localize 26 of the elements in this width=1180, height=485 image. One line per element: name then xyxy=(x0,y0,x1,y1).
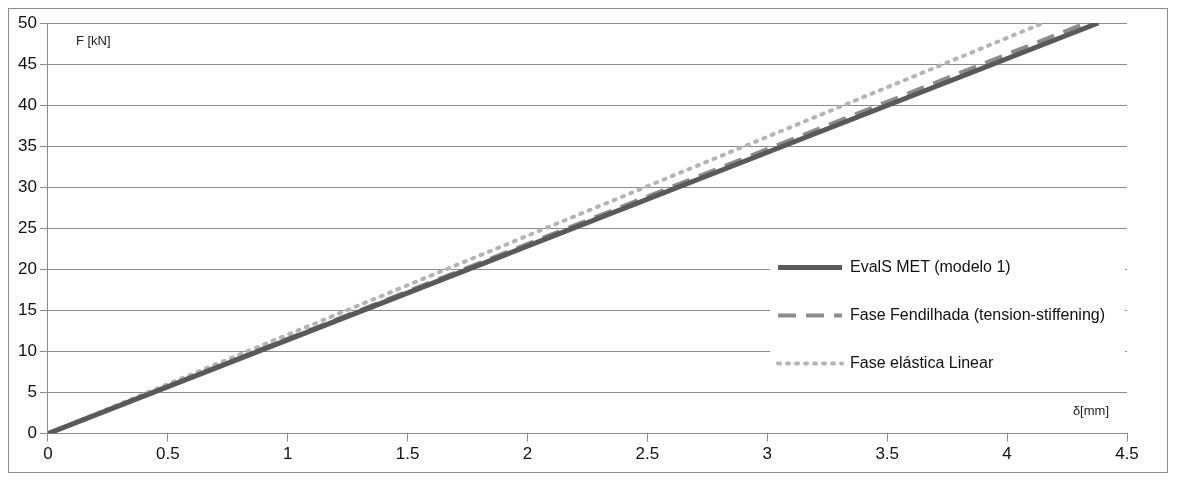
x-tick-label: 1.5 xyxy=(395,444,420,464)
legend-label: EvalS MET (modelo 1) xyxy=(850,258,1011,276)
y-tick-label: 45 xyxy=(17,53,37,73)
y-tick-label: 0 xyxy=(27,423,37,443)
x-tick-label: 0.5 xyxy=(155,444,180,464)
x-tick-label: 4 xyxy=(1002,444,1012,464)
legend-label: Fase Fendilhada (tension-stiffening) xyxy=(850,306,1106,324)
y-axis-title: F [kN] xyxy=(75,32,111,48)
y-tick-label: 25 xyxy=(17,217,37,237)
x-tick-label: 2 xyxy=(522,444,533,464)
x-axis-title: δ[mm] xyxy=(1072,403,1109,419)
legend-label: Fase elástica Linear xyxy=(850,354,994,372)
x-tick-label: 1 xyxy=(282,444,293,464)
y-tick-label: 15 xyxy=(17,300,37,320)
y-tick-label: 5 xyxy=(27,382,37,402)
y-tick-label: 20 xyxy=(17,259,37,279)
x-tick-label: 4.5 xyxy=(1115,444,1139,464)
x-tick-label: 0 xyxy=(43,444,53,464)
y-tick-label: 30 xyxy=(17,176,37,196)
y-tick-label: 10 xyxy=(17,341,37,361)
y-tick-label: 50 xyxy=(17,12,37,32)
y-tick-label: 35 xyxy=(17,135,37,155)
x-tick-label: 3 xyxy=(762,444,773,464)
y-tick-label: 40 xyxy=(17,94,37,114)
x-tick-label: 2.5 xyxy=(635,444,660,464)
x-tick-label: 3.5 xyxy=(875,444,900,464)
